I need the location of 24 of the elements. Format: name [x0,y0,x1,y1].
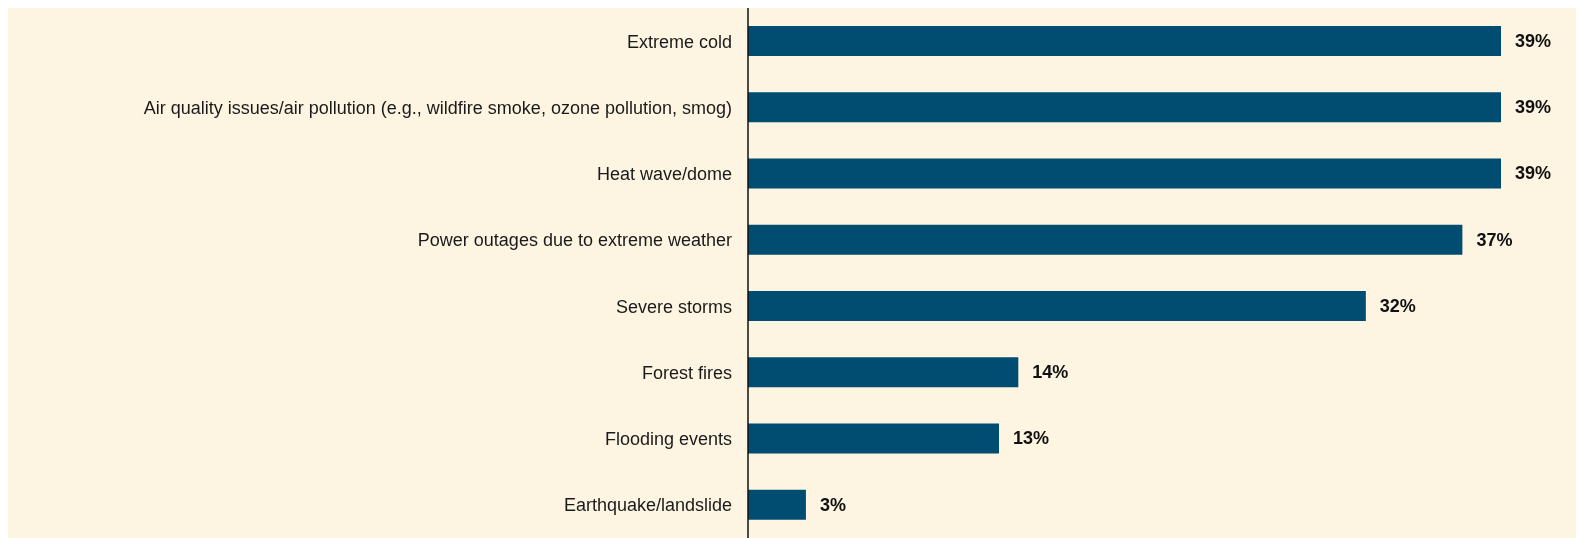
bar [748,92,1501,123]
data-label: 3% [819,494,846,515]
data-label: 14% [1032,362,1069,383]
data-label: 39% [1515,163,1552,184]
y-tick-label: Severe storms [615,296,732,317]
bar [748,357,1019,388]
y-tick-label: Earthquake/landslide [563,495,732,516]
data-label: 32% [1379,295,1416,316]
bar [748,25,1501,56]
y-tick-label: Heat wave/dome [596,164,732,185]
data-label: 37% [1476,229,1513,250]
y-tick-label: Power outages due to extreme weather [417,230,732,251]
y-tick-label: Extreme cold [626,31,732,52]
data-label: 13% [1013,428,1050,449]
bar [748,158,1501,189]
data-label: 39% [1515,30,1552,51]
y-tick-label: Air quality issues/air pollution (e.g., wildfire smoke, ozone pollution, smog) [143,97,732,118]
y-tick-label: Flooding events [604,429,732,450]
bar [748,423,999,454]
bar [748,224,1463,255]
bar [748,290,1366,321]
data-label: 39% [1515,97,1552,118]
bar [748,489,806,520]
y-tick-label: Forest fires [641,362,732,383]
